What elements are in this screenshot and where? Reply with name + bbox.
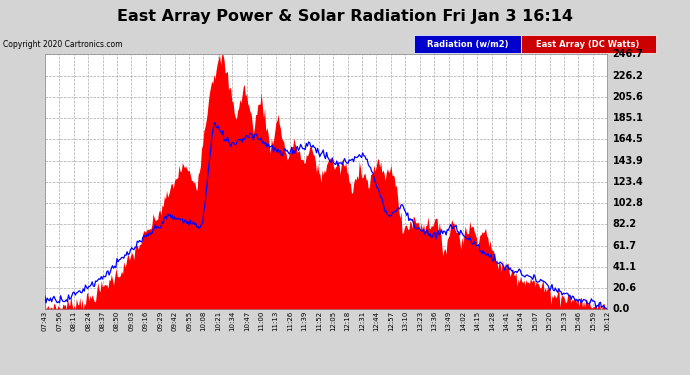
Text: Copyright 2020 Cartronics.com: Copyright 2020 Cartronics.com xyxy=(3,40,123,49)
Text: Radiation (w/m2): Radiation (w/m2) xyxy=(427,40,509,49)
Text: 123.4: 123.4 xyxy=(613,177,644,187)
Text: 20.6: 20.6 xyxy=(613,283,637,293)
Text: 205.6: 205.6 xyxy=(613,92,644,102)
Text: 102.8: 102.8 xyxy=(613,198,644,208)
Text: 41.1: 41.1 xyxy=(613,262,637,272)
Text: 82.2: 82.2 xyxy=(613,219,637,230)
FancyBboxPatch shape xyxy=(521,35,656,53)
Text: East Array (DC Watts): East Array (DC Watts) xyxy=(536,40,640,49)
Text: East Array Power & Solar Radiation Fri Jan 3 16:14: East Array Power & Solar Radiation Fri J… xyxy=(117,9,573,24)
Text: 61.7: 61.7 xyxy=(613,241,637,250)
Text: 185.1: 185.1 xyxy=(613,113,644,123)
Text: 143.9: 143.9 xyxy=(613,156,644,166)
FancyBboxPatch shape xyxy=(414,35,521,53)
Text: 246.7: 246.7 xyxy=(613,50,644,59)
Text: 164.5: 164.5 xyxy=(613,134,644,144)
Text: 0.0: 0.0 xyxy=(613,304,630,314)
Text: 226.2: 226.2 xyxy=(613,70,644,81)
